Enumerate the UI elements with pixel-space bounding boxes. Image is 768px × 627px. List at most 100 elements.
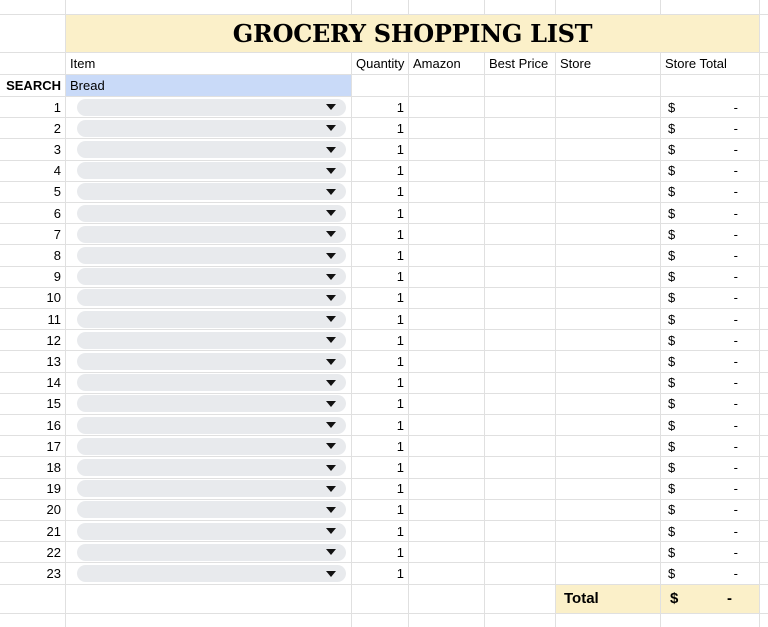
amazon-cell[interactable] bbox=[409, 309, 485, 330]
item-dropdown[interactable] bbox=[77, 480, 346, 498]
item-dropdown[interactable] bbox=[77, 416, 346, 434]
amazon-cell[interactable] bbox=[409, 372, 485, 393]
store-cell[interactable] bbox=[556, 436, 661, 457]
item-dropdown[interactable] bbox=[77, 268, 346, 286]
item-dropdown[interactable] bbox=[77, 247, 346, 265]
amazon-cell[interactable] bbox=[409, 457, 485, 478]
item-dropdown[interactable] bbox=[77, 501, 346, 519]
amazon-cell[interactable] bbox=[409, 245, 485, 266]
amazon-cell[interactable] bbox=[409, 499, 485, 521]
quantity-cell[interactable]: 1 bbox=[352, 266, 409, 287]
store-cell[interactable] bbox=[556, 224, 661, 245]
item-dropdown[interactable] bbox=[77, 565, 346, 583]
item-dropdown[interactable] bbox=[77, 162, 346, 180]
amazon-cell[interactable] bbox=[409, 436, 485, 457]
amazon-cell[interactable] bbox=[409, 97, 485, 118]
item-dropdown[interactable] bbox=[77, 183, 346, 201]
store-cell[interactable] bbox=[556, 118, 661, 139]
amazon-cell[interactable] bbox=[409, 478, 485, 499]
store-cell[interactable] bbox=[556, 542, 661, 563]
best-price-cell[interactable] bbox=[485, 330, 556, 351]
best-price-cell[interactable] bbox=[485, 203, 556, 224]
best-price-cell[interactable] bbox=[485, 351, 556, 372]
best-price-cell[interactable] bbox=[485, 415, 556, 436]
item-dropdown[interactable] bbox=[77, 225, 346, 243]
best-price-cell[interactable] bbox=[485, 287, 556, 309]
store-cell[interactable] bbox=[556, 287, 661, 309]
best-price-cell[interactable] bbox=[485, 181, 556, 203]
best-price-cell[interactable] bbox=[485, 563, 556, 584]
quantity-cell[interactable]: 1 bbox=[352, 97, 409, 118]
store-cell[interactable] bbox=[556, 499, 661, 521]
amazon-cell[interactable] bbox=[409, 330, 485, 351]
quantity-cell[interactable]: 1 bbox=[352, 245, 409, 266]
quantity-cell[interactable]: 1 bbox=[352, 563, 409, 584]
amazon-cell[interactable] bbox=[409, 139, 485, 160]
amazon-cell[interactable] bbox=[409, 266, 485, 287]
best-price-cell[interactable] bbox=[485, 436, 556, 457]
amazon-cell[interactable] bbox=[409, 415, 485, 436]
best-price-cell[interactable] bbox=[485, 457, 556, 478]
quantity-cell[interactable]: 1 bbox=[352, 139, 409, 160]
item-dropdown[interactable] bbox=[77, 289, 346, 307]
quantity-cell[interactable]: 1 bbox=[352, 181, 409, 203]
item-dropdown[interactable] bbox=[77, 98, 346, 116]
best-price-cell[interactable] bbox=[485, 245, 556, 266]
quantity-cell[interactable]: 1 bbox=[352, 203, 409, 224]
item-dropdown[interactable] bbox=[77, 141, 346, 159]
quantity-cell[interactable]: 1 bbox=[352, 309, 409, 330]
best-price-cell[interactable] bbox=[485, 97, 556, 118]
quantity-cell[interactable]: 1 bbox=[352, 521, 409, 542]
store-cell[interactable] bbox=[556, 309, 661, 330]
amazon-cell[interactable] bbox=[409, 542, 485, 563]
item-dropdown[interactable] bbox=[77, 310, 346, 328]
quantity-cell[interactable]: 1 bbox=[352, 542, 409, 563]
best-price-cell[interactable] bbox=[485, 393, 556, 415]
best-price-cell[interactable] bbox=[485, 309, 556, 330]
store-cell[interactable] bbox=[556, 330, 661, 351]
item-dropdown[interactable] bbox=[77, 353, 346, 371]
store-cell[interactable] bbox=[556, 181, 661, 203]
item-dropdown[interactable] bbox=[77, 331, 346, 349]
amazon-cell[interactable] bbox=[409, 287, 485, 309]
item-dropdown[interactable] bbox=[77, 522, 346, 540]
store-cell[interactable] bbox=[556, 245, 661, 266]
best-price-cell[interactable] bbox=[485, 542, 556, 563]
quantity-cell[interactable]: 1 bbox=[352, 224, 409, 245]
store-cell[interactable] bbox=[556, 457, 661, 478]
best-price-cell[interactable] bbox=[485, 372, 556, 393]
best-price-cell[interactable] bbox=[485, 478, 556, 499]
store-cell[interactable] bbox=[556, 393, 661, 415]
store-cell[interactable] bbox=[556, 478, 661, 499]
amazon-cell[interactable] bbox=[409, 203, 485, 224]
quantity-cell[interactable]: 1 bbox=[352, 457, 409, 478]
item-dropdown[interactable] bbox=[77, 395, 346, 413]
item-dropdown[interactable] bbox=[77, 543, 346, 561]
item-dropdown[interactable] bbox=[77, 119, 346, 137]
quantity-cell[interactable]: 1 bbox=[352, 499, 409, 521]
store-cell[interactable] bbox=[556, 203, 661, 224]
amazon-cell[interactable] bbox=[409, 521, 485, 542]
best-price-cell[interactable] bbox=[485, 118, 556, 139]
store-cell[interactable] bbox=[556, 139, 661, 160]
quantity-cell[interactable]: 1 bbox=[352, 160, 409, 181]
amazon-cell[interactable] bbox=[409, 181, 485, 203]
item-dropdown[interactable] bbox=[77, 459, 346, 477]
search-input-cell[interactable]: Bread bbox=[66, 75, 352, 96]
quantity-cell[interactable]: 1 bbox=[352, 393, 409, 415]
best-price-cell[interactable] bbox=[485, 224, 556, 245]
quantity-cell[interactable]: 1 bbox=[352, 478, 409, 499]
store-cell[interactable] bbox=[556, 521, 661, 542]
best-price-cell[interactable] bbox=[485, 139, 556, 160]
quantity-cell[interactable]: 1 bbox=[352, 372, 409, 393]
item-dropdown[interactable] bbox=[77, 437, 346, 455]
item-dropdown[interactable] bbox=[77, 374, 346, 392]
store-cell[interactable] bbox=[556, 372, 661, 393]
store-cell[interactable] bbox=[556, 160, 661, 181]
amazon-cell[interactable] bbox=[409, 224, 485, 245]
amazon-cell[interactable] bbox=[409, 351, 485, 372]
item-dropdown[interactable] bbox=[77, 204, 346, 222]
quantity-cell[interactable]: 1 bbox=[352, 330, 409, 351]
quantity-cell[interactable]: 1 bbox=[352, 351, 409, 372]
quantity-cell[interactable]: 1 bbox=[352, 287, 409, 309]
